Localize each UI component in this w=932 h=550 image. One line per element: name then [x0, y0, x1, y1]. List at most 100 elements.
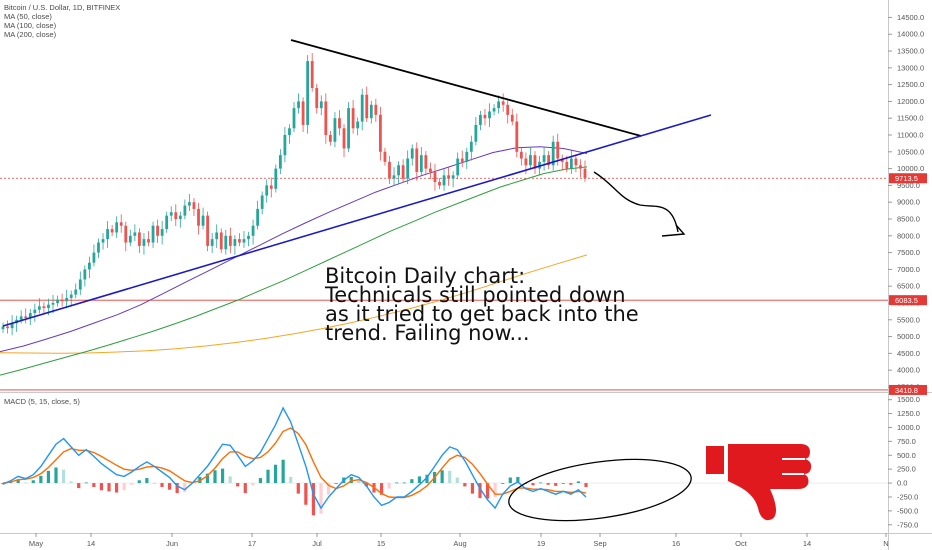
thumb-finger-lines [782, 458, 805, 475]
candle-body [442, 175, 446, 186]
macd-histogram-bar [273, 464, 278, 484]
macd-line [2, 406, 587, 510]
macd-histogram-bar [183, 483, 187, 492]
price-tick-label: 14500.0 [897, 13, 924, 22]
price-tick-label: 7000.0 [897, 265, 920, 274]
price-tick-label: 10500.0 [897, 147, 924, 156]
macd-histogram-bar [24, 482, 28, 484]
candle-body [269, 185, 273, 189]
macd-histogram-bar [334, 483, 338, 484]
price-label-text: 6083.5 [895, 296, 918, 305]
time-tick-label: 14 [87, 539, 95, 548]
time-tick-label: Jun [166, 539, 178, 548]
price-label-box [889, 295, 927, 306]
candle-body [215, 232, 219, 240]
candle-body [56, 299, 59, 303]
thumb-cuff [706, 446, 724, 474]
macd-histogram-bar [501, 483, 505, 484]
candle-body [142, 239, 146, 246]
macd-histogram-bar [258, 478, 263, 484]
macd-histogram-bar [213, 470, 217, 484]
candle-body [19, 316, 23, 320]
macd-histogram-bar [311, 483, 316, 516]
macd-histogram-bar [31, 480, 35, 484]
candle-body [115, 222, 119, 233]
macd-histogram-bar [251, 483, 255, 486]
candle-body [74, 289, 78, 295]
price-tick-label: 11000.0 [897, 131, 924, 140]
price-tick-label: 11500.0 [897, 114, 924, 123]
candle-body [219, 232, 223, 250]
macd-histogram-bar [152, 483, 157, 484]
candle-body [447, 175, 450, 179]
time-tick-label: 19 [537, 539, 545, 548]
candle-body [574, 158, 578, 166]
candle-body [228, 235, 232, 246]
candle-body [469, 141, 473, 152]
candle-body [83, 269, 87, 280]
candle-body [347, 108, 350, 149]
macd-histogram-bar [319, 483, 323, 514]
descending-trendline [290, 39, 642, 137]
candle-body [151, 225, 155, 243]
macd-histogram-bar [538, 482, 543, 484]
candle-body [78, 279, 82, 290]
ma50-line [0, 146, 588, 353]
macd-histogram-bar [61, 469, 66, 484]
projection-arrow [593, 171, 679, 233]
candle-body [556, 141, 560, 159]
price-tick-label: 12000.0 [897, 97, 924, 106]
candle-body [106, 229, 109, 240]
candle-body [288, 128, 291, 136]
macd-histogram-bar [470, 483, 475, 494]
macd-histogram-bar [448, 470, 452, 484]
price-tick-label: 9500.0 [897, 181, 920, 190]
candle-body [301, 101, 305, 125]
macd-tick-label: -750.0 [897, 520, 918, 529]
candle-body [256, 208, 260, 226]
candle-body [169, 212, 173, 216]
macd-histogram-bar [266, 469, 270, 484]
macd-histogram-bar [402, 482, 406, 484]
macd-histogram-bar [122, 483, 126, 491]
candle-body [87, 262, 91, 270]
candle-body [533, 155, 537, 169]
candle-body [197, 208, 200, 226]
candle-body [479, 114, 482, 125]
macd-tick-label: 0.0 [897, 479, 907, 488]
candle-body [356, 121, 360, 129]
candle-body [529, 155, 532, 166]
price-tick-label: 13500.0 [897, 47, 924, 56]
macd-histogram-bar [77, 483, 81, 489]
macd-histogram-bar [387, 483, 391, 489]
time-tick-label: 16 [672, 539, 680, 548]
candle-body [324, 101, 328, 136]
ma200-line [0, 254, 588, 354]
candle-body [147, 239, 150, 243]
macd-histogram-bar [569, 483, 573, 485]
macd-histogram-bar [130, 483, 134, 485]
price-tick-label: 4000.0 [897, 366, 920, 375]
time-tick-label: May [29, 539, 43, 548]
macd-histogram-bar [205, 473, 210, 484]
legend-ma200: MA (200, close) [4, 30, 57, 39]
candle-body [342, 128, 346, 149]
macd-histogram-bar [485, 483, 490, 499]
candle-body [378, 114, 382, 152]
macd-histogram-bar [296, 483, 300, 494]
candle-body [210, 239, 214, 246]
candle-body [278, 155, 282, 169]
macd-histogram-bar [561, 483, 565, 484]
candle-body [10, 323, 14, 329]
macd-histogram-bar [304, 483, 308, 505]
candle-body [206, 215, 210, 246]
candle-body [328, 135, 332, 142]
macd-histogram-bar [410, 479, 414, 484]
candle-body [24, 316, 28, 319]
candle-body [188, 202, 191, 206]
thumbs-down-icon [706, 444, 812, 521]
candle-body [6, 326, 9, 329]
candle-body [133, 232, 137, 236]
macd-histogram-bar [584, 483, 588, 487]
